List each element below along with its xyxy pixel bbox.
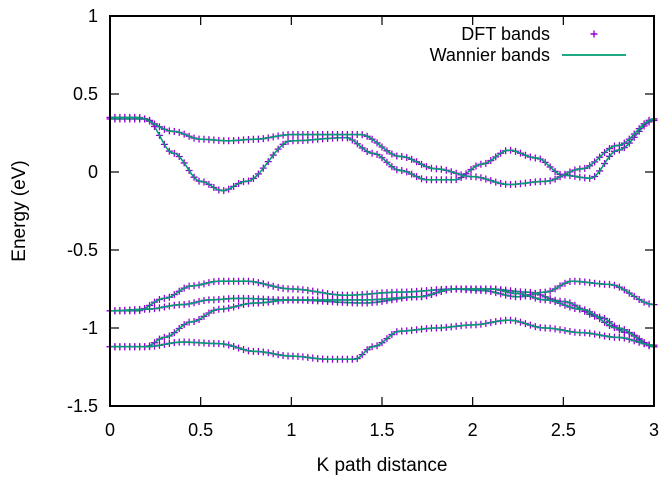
wannier-band-3-line (110, 280, 655, 348)
y-tick-label: 0 (88, 162, 98, 182)
wannier-band-5-line (110, 288, 655, 348)
plot-frame (109, 15, 655, 407)
y-tick-label: -1 (82, 318, 98, 338)
bands-layer (106, 113, 658, 363)
x-tick-label: 2.5 (551, 420, 576, 440)
x-tick-label: 1 (286, 420, 296, 440)
legend-label-dft: DFT bands (461, 24, 550, 44)
y-tick-label: 0.5 (73, 84, 98, 104)
x-tick-label: 0 (105, 420, 115, 440)
y-axis-label: Energy (eV) (9, 160, 30, 261)
legend-label-wannier: Wannier bands (430, 45, 550, 65)
x-tick-label: 3 (649, 420, 659, 440)
wannier-band-6-line (110, 319, 655, 361)
x-tick-label: 2 (468, 420, 478, 440)
y-tick-label: 1 (88, 6, 98, 26)
band-1 (106, 115, 658, 195)
band-6 (106, 316, 658, 363)
legend: DFT bands Wannier bands (430, 24, 626, 65)
legend-marker-dft (590, 30, 598, 38)
x-axis-label: K path distance (317, 455, 448, 476)
y-tick-label: -0.5 (67, 240, 98, 260)
dft-band-1-points (106, 115, 658, 195)
axis-ticks: 0 0.5 1 1.5 2 2.5 3 1 0.5 0 -0.5 -1 -1.5 (67, 6, 659, 440)
x-tick-label: 1.5 (369, 420, 394, 440)
wannier-band-2-line (110, 116, 655, 186)
y-tick-label: -1.5 (67, 396, 98, 416)
x-tick-label: 0.5 (188, 420, 213, 440)
